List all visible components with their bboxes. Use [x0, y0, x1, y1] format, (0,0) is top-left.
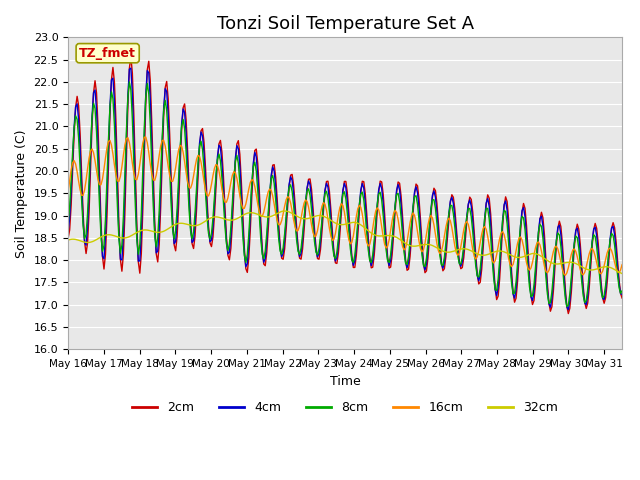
2cm	[252, 146, 260, 152]
4cm	[157, 184, 164, 190]
16cm	[64, 189, 72, 194]
16cm	[618, 262, 626, 267]
2cm	[64, 235, 72, 241]
32cm	[156, 229, 163, 235]
X-axis label: Time: Time	[330, 374, 360, 387]
Y-axis label: Soil Temperature (C): Soil Temperature (C)	[15, 129, 28, 258]
Line: 8cm: 8cm	[68, 82, 622, 307]
2cm	[564, 311, 572, 316]
32cm	[608, 265, 616, 271]
8cm	[157, 170, 164, 176]
16cm	[252, 192, 260, 198]
2cm	[609, 220, 617, 226]
32cm	[472, 251, 479, 256]
4cm	[252, 154, 260, 160]
16cm	[142, 134, 150, 140]
16cm	[134, 171, 142, 177]
4cm	[618, 291, 626, 297]
Legend: 2cm, 4cm, 8cm, 16cm, 32cm: 2cm, 4cm, 8cm, 16cm, 32cm	[127, 396, 563, 419]
32cm	[618, 271, 626, 276]
2cm	[136, 270, 143, 276]
Text: TZ_fmet: TZ_fmet	[79, 47, 136, 60]
32cm	[348, 220, 356, 226]
8cm	[609, 233, 617, 239]
Line: 32cm: 32cm	[68, 211, 622, 274]
4cm	[609, 224, 617, 229]
8cm	[563, 304, 571, 310]
32cm	[251, 210, 259, 216]
4cm	[564, 307, 572, 312]
8cm	[252, 168, 260, 174]
8cm	[136, 242, 143, 248]
Line: 16cm: 16cm	[68, 137, 622, 275]
8cm	[64, 220, 72, 226]
2cm	[618, 295, 626, 301]
16cm	[561, 272, 569, 278]
Line: 4cm: 4cm	[68, 68, 622, 310]
32cm	[64, 237, 72, 243]
4cm	[348, 255, 356, 261]
2cm	[472, 252, 479, 258]
4cm	[127, 65, 134, 71]
2cm	[348, 253, 356, 259]
4cm	[64, 228, 72, 234]
4cm	[472, 258, 479, 264]
32cm	[281, 208, 289, 214]
2cm	[127, 53, 134, 59]
2cm	[157, 204, 164, 210]
Title: Tonzi Soil Temperature Set A: Tonzi Soil Temperature Set A	[216, 15, 474, 33]
16cm	[609, 253, 617, 259]
32cm	[134, 229, 142, 235]
Line: 2cm: 2cm	[68, 56, 622, 313]
8cm	[472, 263, 479, 269]
8cm	[348, 257, 356, 263]
16cm	[348, 240, 356, 245]
16cm	[472, 256, 479, 262]
8cm	[125, 79, 133, 85]
8cm	[618, 288, 626, 294]
16cm	[157, 143, 164, 149]
4cm	[136, 258, 143, 264]
